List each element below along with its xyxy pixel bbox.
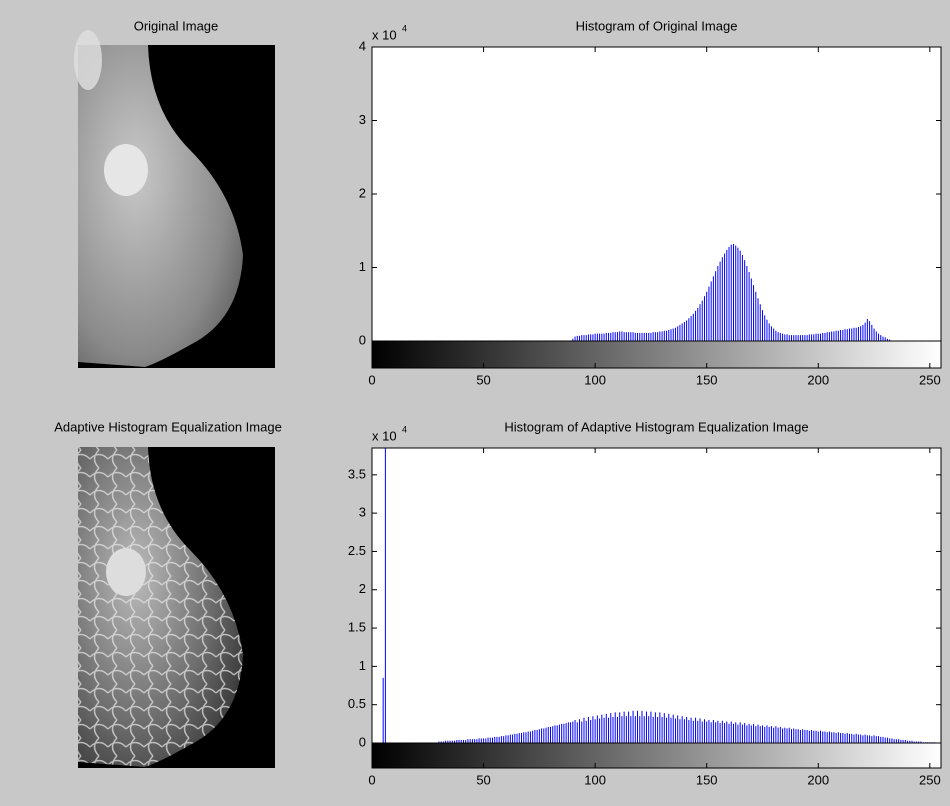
x-tick-label: 50: [476, 372, 490, 387]
histogram: 0 0.5 1 1.5 2 2.5 3 3.5 0 50 100 150 200 250 Histogram…: [348, 419, 942, 787]
exponent-power: 4: [402, 23, 407, 33]
x-tick-label: 150: [696, 772, 718, 787]
equalized-image: [78, 447, 275, 768]
plot-area: [372, 448, 941, 743]
histogram: 0 1 2 3 4 0 50 100 150 200 250 Histogram of Origina…: [359, 18, 942, 387]
y-tick-label: 0.5: [348, 696, 366, 711]
x-tick-label: 150: [696, 372, 718, 387]
x-tick-label: 250: [919, 372, 941, 387]
colorbar: [372, 743, 941, 768]
y-tick-label: 2: [359, 581, 366, 596]
axes-box: [371, 447, 942, 769]
x-tick-label: 250: [919, 772, 941, 787]
image-title: Adaptive Histogram Equalization Image: [54, 419, 282, 434]
chart-title: Histogram of Original Image: [576, 18, 738, 33]
chart-title: Histogram of Adaptive Histogram Equaliza…: [504, 419, 808, 434]
axes-box: [371, 46, 942, 369]
y-tick-label: 2: [359, 185, 366, 200]
x-tick-label: 200: [807, 372, 829, 387]
colorbar: [372, 341, 941, 368]
y-tick-label: 4: [359, 38, 366, 53]
y-tick-label: 3: [359, 505, 366, 520]
original-image: [74, 30, 275, 368]
x-tick-label: 100: [584, 772, 606, 787]
y-tick-label: 1: [359, 658, 366, 673]
exponent-base: x 10: [372, 27, 397, 42]
image-title: Original Image: [134, 18, 219, 33]
exponent-base: x 10: [372, 428, 397, 443]
y-tick-label: 3: [359, 112, 366, 127]
plot-area: [372, 47, 941, 341]
y-tick-label: 0: [359, 734, 366, 749]
y-tick-label: 3.5: [348, 466, 366, 481]
x-tick-label: 100: [584, 372, 606, 387]
x-tick-label: 0: [368, 772, 375, 787]
x-tick-label: 200: [807, 772, 829, 787]
y-tick-label: 0: [359, 332, 366, 347]
x-tick-label: 50: [476, 772, 490, 787]
y-tick-label: 1: [359, 259, 366, 274]
y-tick-label: 2.5: [348, 543, 366, 558]
x-tick-label: 0: [368, 372, 375, 387]
exponent-power: 4: [402, 424, 407, 434]
y-tick-label: 1.5: [348, 620, 366, 635]
